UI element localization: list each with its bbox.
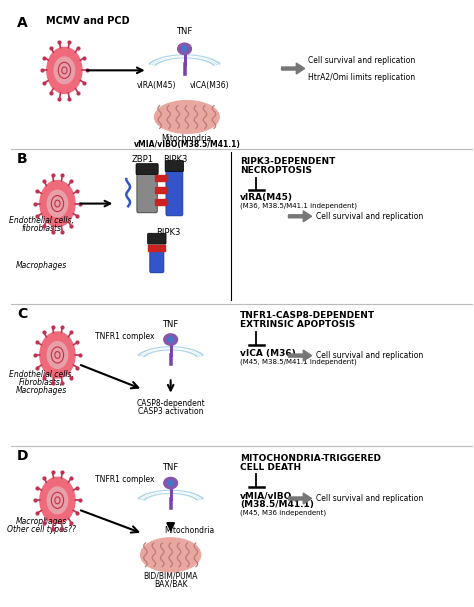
Text: (M36, M38.5/M41.1 independent): (M36, M38.5/M41.1 independent) xyxy=(240,202,357,209)
Circle shape xyxy=(47,342,68,368)
Text: CASP8-dependent: CASP8-dependent xyxy=(137,399,205,408)
Text: EXTRINSIC APOPTOSIS: EXTRINSIC APOPTOSIS xyxy=(240,320,355,329)
Text: TNF: TNF xyxy=(163,320,179,329)
Text: Endothelial cells,: Endothelial cells, xyxy=(9,370,74,379)
Text: ZBP1: ZBP1 xyxy=(132,155,154,164)
Text: Cell survival and replication: Cell survival and replication xyxy=(316,351,423,360)
Text: TNF: TNF xyxy=(163,463,179,472)
Text: MCMV and PCD: MCMV and PCD xyxy=(46,16,129,26)
Circle shape xyxy=(40,477,75,523)
Text: TNF: TNF xyxy=(176,27,192,36)
Circle shape xyxy=(54,57,74,84)
Text: Macrophages: Macrophages xyxy=(16,386,67,395)
Ellipse shape xyxy=(164,477,178,489)
Text: A: A xyxy=(17,16,27,30)
Ellipse shape xyxy=(155,101,219,134)
Text: vICA(M36): vICA(M36) xyxy=(190,81,230,90)
FancyArrow shape xyxy=(282,63,305,74)
Text: BAX/BAK: BAX/BAK xyxy=(154,580,188,589)
FancyBboxPatch shape xyxy=(166,164,182,215)
FancyBboxPatch shape xyxy=(165,161,183,171)
Bar xyxy=(155,174,166,180)
Text: MITOCHONDRIA-TRIGGERED: MITOCHONDRIA-TRIGGERED xyxy=(240,453,381,463)
Text: Cell survival and replication: Cell survival and replication xyxy=(316,494,423,503)
Text: RIPK3: RIPK3 xyxy=(163,155,188,164)
Text: Cell survival and replication: Cell survival and replication xyxy=(316,212,423,221)
Text: vIRA(M45): vIRA(M45) xyxy=(240,193,293,202)
Polygon shape xyxy=(138,490,203,500)
Text: Fibroblasts,: Fibroblasts, xyxy=(19,378,64,387)
Text: vMIA/vIBO(M38.5/M41.1): vMIA/vIBO(M38.5/M41.1) xyxy=(133,140,240,149)
Polygon shape xyxy=(149,55,220,65)
Text: CASP3 activation: CASP3 activation xyxy=(138,407,203,416)
Polygon shape xyxy=(138,347,203,356)
Text: D: D xyxy=(17,449,28,463)
Circle shape xyxy=(40,180,75,226)
FancyBboxPatch shape xyxy=(136,164,158,174)
FancyBboxPatch shape xyxy=(147,233,166,244)
Text: B: B xyxy=(17,152,27,166)
Text: vMIA/vIBO: vMIA/vIBO xyxy=(240,491,292,500)
Ellipse shape xyxy=(164,334,178,345)
Text: (M45, M38.5/M41.1 independent): (M45, M38.5/M41.1 independent) xyxy=(240,358,357,365)
Text: HtrA2/Omi limits replication: HtrA2/Omi limits replication xyxy=(308,73,415,83)
Circle shape xyxy=(168,480,173,486)
Text: RIPK3: RIPK3 xyxy=(156,228,181,237)
Text: TNFR1-CASP8-DEPENDENT: TNFR1-CASP8-DEPENDENT xyxy=(240,311,375,320)
Circle shape xyxy=(168,336,173,342)
Text: Endothelial cells,: Endothelial cells, xyxy=(9,215,74,225)
FancyArrow shape xyxy=(289,211,311,222)
Ellipse shape xyxy=(141,538,201,572)
FancyArrow shape xyxy=(289,493,311,504)
Text: NECROPTOSIS: NECROPTOSIS xyxy=(240,166,312,175)
Text: Macrophages: Macrophages xyxy=(16,261,67,270)
Text: Macrophages: Macrophages xyxy=(16,517,67,526)
Text: TNFR1 complex: TNFR1 complex xyxy=(95,475,154,484)
Text: Other cell types??: Other cell types?? xyxy=(7,524,76,534)
Text: C: C xyxy=(17,307,27,320)
Text: fibroblasts: fibroblasts xyxy=(21,223,61,232)
Circle shape xyxy=(182,46,187,52)
FancyArrow shape xyxy=(289,350,311,361)
Text: Mitochondria: Mitochondria xyxy=(164,526,214,535)
Text: (M45, M36 independent): (M45, M36 independent) xyxy=(240,509,326,516)
Text: (M38.5/M41.1): (M38.5/M41.1) xyxy=(240,500,314,509)
Circle shape xyxy=(47,487,68,514)
Text: Cell survival and replication: Cell survival and replication xyxy=(308,56,415,66)
Circle shape xyxy=(47,190,68,217)
Text: Mitochondria: Mitochondria xyxy=(162,134,212,143)
FancyBboxPatch shape xyxy=(137,167,157,212)
Bar xyxy=(148,245,165,251)
Text: vICA (M36): vICA (M36) xyxy=(240,349,296,358)
Ellipse shape xyxy=(178,43,191,55)
Text: vIRA(M45): vIRA(M45) xyxy=(137,81,176,90)
Circle shape xyxy=(47,47,82,93)
FancyBboxPatch shape xyxy=(150,248,164,273)
Text: RIPK3-DEPENDENT: RIPK3-DEPENDENT xyxy=(240,157,335,166)
Circle shape xyxy=(40,332,75,378)
Bar xyxy=(155,186,166,192)
Text: BID/BIM/PUMA: BID/BIM/PUMA xyxy=(144,572,198,581)
Text: CELL DEATH: CELL DEATH xyxy=(240,463,301,472)
Text: TNFR1 complex: TNFR1 complex xyxy=(95,332,154,341)
Bar xyxy=(155,198,166,205)
